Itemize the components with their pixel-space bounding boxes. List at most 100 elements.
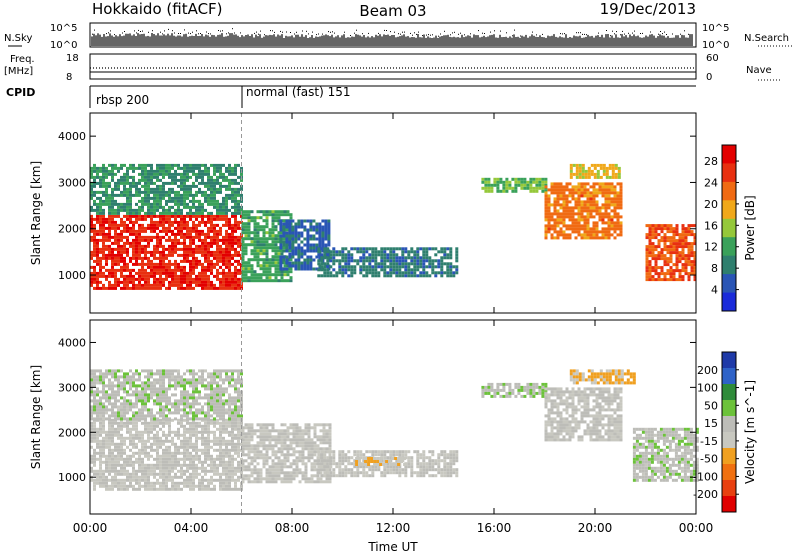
power-cell bbox=[180, 277, 183, 281]
power-cell bbox=[141, 190, 144, 194]
power-cell bbox=[327, 231, 331, 235]
velocity-cell bbox=[108, 463, 111, 467]
power-cell bbox=[207, 217, 210, 221]
power-cell bbox=[577, 188, 581, 192]
velocity-cell bbox=[111, 424, 114, 428]
power-cell bbox=[607, 188, 611, 192]
velocity-cell bbox=[141, 463, 144, 467]
nsearch-dot bbox=[148, 31, 149, 33]
velocity-cell bbox=[114, 457, 117, 461]
power-cell bbox=[174, 172, 177, 176]
velocity-cell bbox=[237, 475, 240, 479]
power-cell bbox=[508, 186, 512, 190]
power-cell bbox=[544, 224, 548, 228]
velocity-cell bbox=[138, 430, 141, 434]
velocity-cell bbox=[108, 472, 111, 476]
power-cell bbox=[604, 188, 608, 192]
nsearch-dot bbox=[390, 31, 391, 33]
power-cell bbox=[256, 255, 260, 259]
power-cell bbox=[362, 247, 366, 251]
power-colorbar-tick-label-0: 4 bbox=[711, 284, 718, 297]
power-cell bbox=[189, 241, 192, 245]
nsearch-dot bbox=[662, 33, 663, 35]
nsearch-dot bbox=[188, 32, 189, 34]
power-cell bbox=[289, 258, 293, 262]
power-cell bbox=[222, 274, 225, 278]
power-cell bbox=[165, 190, 168, 194]
velocity-cell bbox=[99, 433, 102, 437]
power-cell bbox=[446, 271, 450, 275]
velocity-cell bbox=[213, 442, 216, 446]
power-cell bbox=[449, 271, 453, 275]
power-cell bbox=[156, 226, 159, 230]
velocity-cell bbox=[132, 472, 135, 476]
velocity-cell bbox=[108, 387, 111, 391]
power-cell bbox=[362, 259, 366, 263]
power-cell bbox=[440, 271, 444, 275]
velocity-cell bbox=[222, 472, 225, 476]
power-cell bbox=[583, 230, 587, 234]
power-cell bbox=[153, 199, 156, 203]
power-cell bbox=[648, 233, 652, 237]
power-cell bbox=[562, 197, 566, 201]
power-cell bbox=[604, 221, 608, 225]
power-cell bbox=[589, 209, 593, 213]
velocity-cell bbox=[114, 421, 117, 425]
power-cell bbox=[687, 254, 691, 258]
power-cell bbox=[210, 214, 213, 218]
power-cell bbox=[231, 226, 234, 230]
power-cell bbox=[602, 169, 606, 173]
power-cell bbox=[651, 230, 655, 234]
power-cell bbox=[341, 256, 345, 260]
power-cell bbox=[141, 247, 144, 251]
power-cell bbox=[162, 250, 165, 254]
power-cell bbox=[586, 188, 590, 192]
power-cell bbox=[174, 214, 177, 218]
power-cell bbox=[162, 211, 165, 215]
power-region-1 bbox=[90, 163, 243, 215]
power-cell bbox=[108, 214, 111, 218]
power-cell bbox=[583, 188, 587, 192]
power-cell bbox=[386, 247, 390, 251]
velocity-cell bbox=[108, 487, 111, 491]
velocity-cell bbox=[135, 481, 138, 485]
power-cell bbox=[180, 199, 183, 203]
power-cell bbox=[320, 274, 324, 278]
velocity-cell bbox=[192, 427, 195, 431]
power-cell bbox=[282, 234, 286, 238]
velocity-cell bbox=[195, 466, 198, 470]
power-cell bbox=[446, 247, 450, 251]
velocity-cell bbox=[108, 381, 111, 385]
power-cell bbox=[684, 245, 688, 249]
power-cell bbox=[90, 238, 93, 242]
nsearch-dot bbox=[628, 32, 629, 34]
power-cell bbox=[156, 190, 159, 194]
power-cell bbox=[201, 238, 204, 242]
power-cell bbox=[162, 163, 165, 167]
power-cell bbox=[111, 199, 114, 203]
nsearch-dot bbox=[658, 33, 659, 35]
velocity-cell bbox=[165, 463, 168, 467]
nsearch-dot bbox=[322, 33, 323, 35]
power-cell bbox=[117, 211, 120, 215]
velocity-cell bbox=[114, 402, 117, 406]
velocity-cell bbox=[102, 427, 105, 431]
power-cell bbox=[598, 218, 602, 222]
power-cell bbox=[274, 261, 278, 265]
power-cell bbox=[123, 280, 126, 284]
power-cell bbox=[183, 265, 186, 269]
power-cell bbox=[129, 280, 132, 284]
velocity-cell bbox=[105, 445, 108, 449]
velocity-cell bbox=[126, 469, 129, 473]
power-cell bbox=[183, 277, 186, 281]
power-cell bbox=[180, 172, 183, 176]
power-cell bbox=[265, 219, 269, 223]
power-cell bbox=[317, 262, 321, 266]
power-cell bbox=[198, 202, 201, 206]
power-cell bbox=[150, 223, 153, 227]
power-cell bbox=[159, 217, 162, 221]
power-cell bbox=[225, 232, 228, 236]
power-cell bbox=[580, 200, 584, 204]
power-cell bbox=[123, 262, 126, 266]
velocity-cell bbox=[168, 460, 171, 464]
